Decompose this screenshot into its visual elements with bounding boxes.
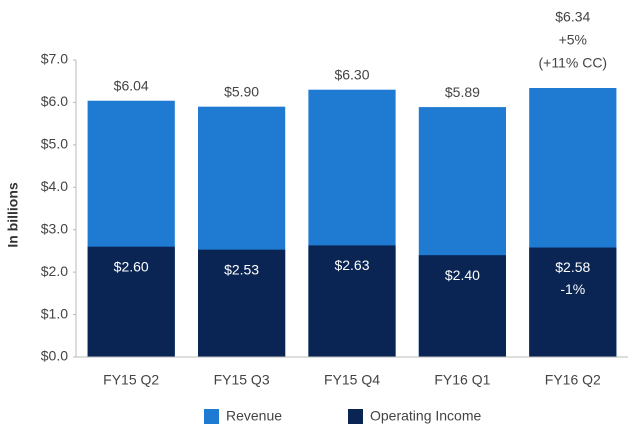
x-tick-label: FY16 Q1 (434, 372, 490, 388)
value-label: $6.04 (114, 77, 149, 93)
bar (418, 255, 507, 357)
value-label: $6.30 (334, 66, 369, 82)
annotation: (+11% CC) (539, 55, 608, 71)
y-tick-label: $7.0 (41, 51, 68, 67)
value-label: $2.40 (445, 267, 480, 283)
value-label: $6.34 (555, 9, 590, 25)
legend-swatch (348, 409, 363, 424)
y-tick-label: $1.0 (41, 305, 68, 321)
x-tick-label: FY15 Q2 (103, 372, 159, 388)
value-label: $2.60 (114, 258, 149, 274)
bar (529, 247, 617, 357)
y-tick-label: $3.0 (41, 220, 68, 236)
bar (308, 245, 396, 357)
bar (87, 246, 175, 357)
value-label: $2.53 (224, 261, 259, 277)
x-tick-label: FY15 Q3 (214, 372, 270, 388)
y-axis-label: In billions (5, 182, 21, 248)
legend-label: Operating Income (370, 408, 481, 424)
x-tick-label: FY16 Q2 (545, 372, 601, 388)
value-label: $2.58 (555, 259, 590, 275)
legend-swatch (204, 409, 219, 424)
y-tick-label: $5.0 (41, 136, 68, 152)
legend-label: Revenue (226, 408, 282, 424)
value-label: $5.89 (445, 84, 480, 100)
y-tick-label: $6.0 (41, 93, 68, 109)
annotation: +5% (559, 32, 587, 48)
y-tick-label: $2.0 (41, 263, 68, 279)
x-tick-label: FY15 Q4 (324, 372, 380, 388)
y-tick-label: $4.0 (41, 178, 68, 194)
value-label: $5.90 (224, 83, 259, 99)
y-tick-label: $0.0 (41, 348, 68, 364)
annotation: -1% (560, 281, 585, 297)
bar (197, 249, 286, 357)
value-label: $2.63 (334, 257, 369, 273)
